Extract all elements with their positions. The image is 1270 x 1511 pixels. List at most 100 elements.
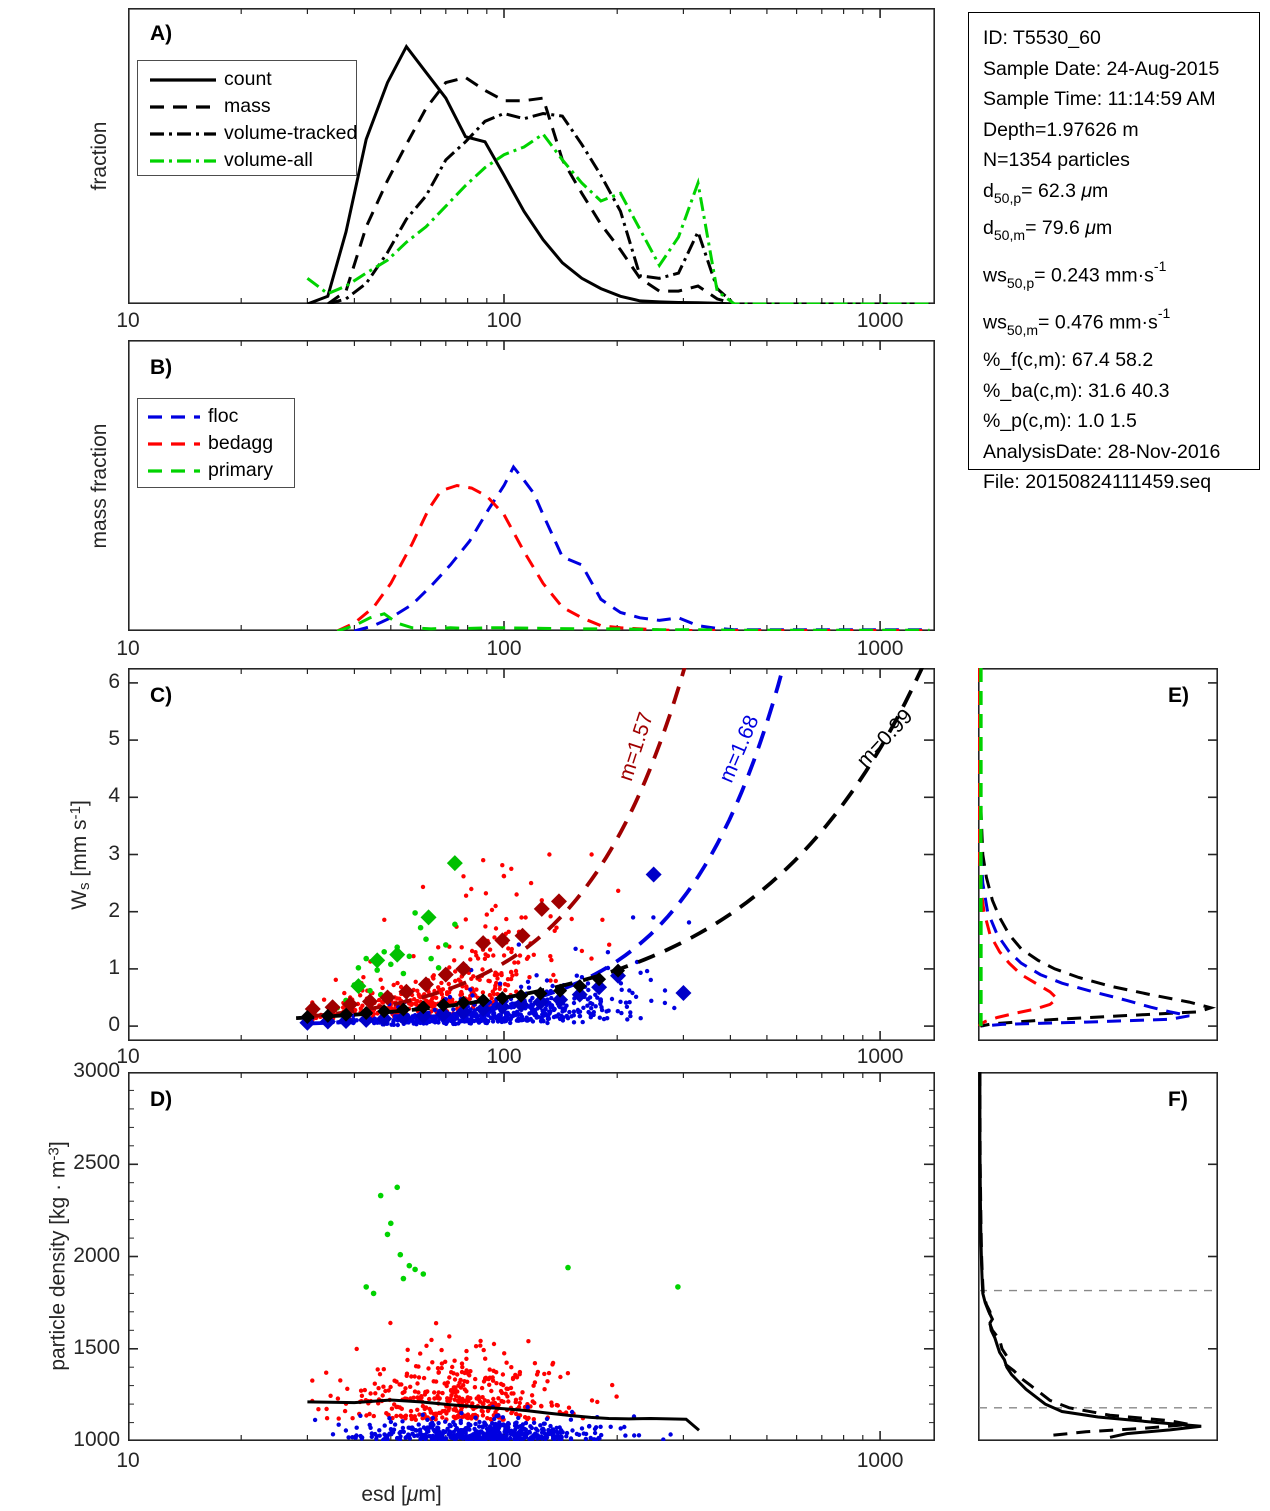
dot-floc-density xyxy=(519,1429,524,1434)
dot-bedagg-dots xyxy=(501,953,507,958)
series-primary xyxy=(336,612,930,631)
dot-floc-dots xyxy=(585,981,591,986)
x-tick-label: 100 xyxy=(486,309,522,332)
dot-bedagg-density xyxy=(359,1393,365,1398)
dot-floc-density xyxy=(636,1433,642,1438)
dot-bedagg-density xyxy=(531,1417,536,1422)
dot-floc-dots xyxy=(468,987,473,992)
dot-bedagg-density xyxy=(439,1361,445,1366)
y-tick-label: 1500 xyxy=(73,1335,120,1359)
dot-floc-density xyxy=(480,1425,485,1430)
dot-bedagg-density xyxy=(532,1361,538,1366)
dot-bedagg-dots xyxy=(492,935,497,940)
dot-bedagg-dots xyxy=(463,893,469,898)
x-tick-label: 10 xyxy=(116,637,140,660)
dot-floc-dots xyxy=(451,1007,456,1012)
dot-floc-dots xyxy=(508,1017,513,1022)
dot-bedagg-density xyxy=(491,1368,496,1373)
y-tick-label: 3 xyxy=(108,841,120,865)
diamond-all-median xyxy=(533,986,548,1001)
series-mass xyxy=(326,75,930,304)
series-mean-density xyxy=(307,1398,700,1432)
dot-floc-density xyxy=(550,1436,556,1441)
dot-floc-density xyxy=(598,1424,603,1429)
legend-sample-primary xyxy=(148,469,200,473)
diamond-all-median xyxy=(514,988,529,1003)
dot-bedagg-dots xyxy=(553,978,558,984)
dot-floc-dots xyxy=(523,1017,528,1022)
legend-panel-b: floc bedagg primary xyxy=(137,398,295,488)
dot-bedagg-dots xyxy=(517,953,523,958)
dot-bedagg-density xyxy=(324,1370,329,1375)
dot-floc-density xyxy=(591,1437,597,1441)
diamond-bedagg-median xyxy=(417,976,434,993)
series-floc-ws-dist xyxy=(978,668,1190,1028)
fit-curve-floc-fit xyxy=(307,668,785,1026)
dot-floc-density xyxy=(459,1410,464,1416)
dot-floc-density xyxy=(398,1429,403,1435)
dot-bedagg-density xyxy=(496,1396,501,1401)
dot-floc-density xyxy=(632,1433,637,1438)
dot-bedagg-dots xyxy=(549,957,554,963)
diamond-all-median xyxy=(553,983,568,998)
dot-floc-dots xyxy=(560,1018,566,1023)
dot-bedagg-density xyxy=(447,1334,452,1339)
dot-bedagg-density xyxy=(514,1375,520,1380)
dot-bedagg-density xyxy=(383,1388,388,1394)
info-line: %_f(c,m): 67.4 58.2 xyxy=(983,349,1154,372)
dot-bedagg-dots xyxy=(554,925,559,930)
diamond-floc-median xyxy=(395,1009,412,1026)
dot-bedagg-density xyxy=(460,1396,465,1402)
dot-bedagg-dots xyxy=(500,863,505,868)
diamond-floc-median xyxy=(376,1010,393,1027)
dot-bedagg-dots xyxy=(473,950,478,955)
dot-bedagg-density xyxy=(328,1393,333,1398)
dot-floc-dots xyxy=(574,973,579,978)
diamond-primary-median xyxy=(389,946,406,963)
dot-floc-density xyxy=(336,1422,341,1427)
dot-floc-dots xyxy=(565,1016,571,1021)
dot-bedagg-dots xyxy=(434,995,439,1000)
panel-b-letter: B) xyxy=(150,356,173,379)
dot-floc-density xyxy=(473,1435,478,1440)
dot-floc-density xyxy=(500,1415,506,1420)
dot-floc-dots xyxy=(575,1007,581,1013)
dot-bedagg-density xyxy=(427,1396,432,1402)
dot-floc-dots xyxy=(458,1018,463,1024)
dot-floc-density xyxy=(401,1429,406,1434)
dot-floc-density xyxy=(560,1430,565,1435)
x-tick-label: 1000 xyxy=(856,309,904,332)
dot-bedagg-dots xyxy=(452,958,457,963)
dot-floc-dots xyxy=(550,1004,555,1010)
dot-bedagg-density xyxy=(513,1397,519,1402)
dot-floc-dots xyxy=(546,1016,552,1021)
dot-bedagg-dots xyxy=(531,952,536,957)
dot-bedagg-density xyxy=(409,1374,414,1379)
dot-floc-density xyxy=(465,1426,470,1431)
dot-bedagg-density xyxy=(468,1369,473,1374)
dot-bedagg-density xyxy=(394,1413,399,1419)
dot-bedagg-density xyxy=(415,1395,420,1400)
dot-bedagg-dots xyxy=(469,886,474,892)
dot-bedagg-density xyxy=(481,1379,487,1384)
panel-d-letter: D) xyxy=(150,1088,173,1111)
series-all-ws-dist xyxy=(978,668,1217,1028)
dot-floc-density xyxy=(520,1422,526,1427)
y-tick-label: 5 xyxy=(108,727,120,751)
dot-floc-dots xyxy=(598,998,603,1003)
dot-floc-density xyxy=(478,1435,483,1441)
dot-floc-dots xyxy=(588,1011,593,1017)
dot-bedagg-density xyxy=(532,1400,537,1406)
dot-floc-dots xyxy=(451,1021,456,1026)
dot-floc-density xyxy=(583,1436,589,1441)
dot-bedagg-dots xyxy=(480,990,486,995)
dot-bedagg-density xyxy=(462,1387,467,1392)
dot-floc-dots xyxy=(619,987,624,992)
dot-floc-dots xyxy=(587,995,593,1000)
dot-floc-density xyxy=(447,1429,453,1434)
dot-bedagg-density xyxy=(388,1384,393,1390)
dot-bedagg-density xyxy=(415,1407,420,1412)
dot-floc-dots xyxy=(597,1015,602,1020)
dot-primary-density xyxy=(412,1266,418,1273)
fit-curve-bedagg-fit xyxy=(307,668,687,1019)
